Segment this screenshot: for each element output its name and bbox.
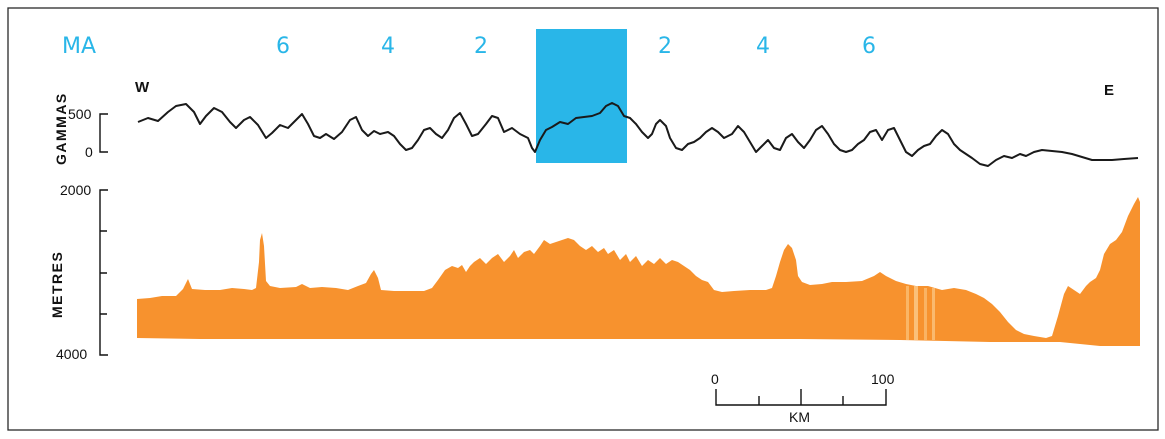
bathymetry-streak <box>924 288 927 340</box>
ma-tick-left-2: 2 <box>474 34 488 59</box>
gammas-tick-500: 500 <box>68 106 92 122</box>
central-anomaly-band <box>536 29 627 163</box>
magnetic-anomaly-profile <box>137 102 1139 167</box>
gammas-axis-line <box>99 113 108 153</box>
bathymetry-streak <box>906 286 909 340</box>
east-label: E <box>1104 82 1114 99</box>
figure-frame <box>7 7 1159 431</box>
scale-bar-unit-label: KM <box>789 409 810 425</box>
metres-axis-title: METRES <box>49 251 65 318</box>
ma-tick-left-6: 6 <box>276 34 290 59</box>
west-label: W <box>135 79 150 96</box>
ma-tick-right-6: 6 <box>862 34 876 59</box>
bathymetry-profile <box>137 197 1140 346</box>
metres-tick-4000: 4000 <box>56 346 87 362</box>
scale-bar-start-label: 0 <box>711 371 719 387</box>
ma-tick-left-4: 4 <box>381 34 395 59</box>
gammas-axis-title: GAMMAS <box>53 92 69 165</box>
ma-tick-right-4: 4 <box>756 34 770 59</box>
gammas-tick-0: 0 <box>85 144 93 160</box>
scale-bar-end-label: 100 <box>871 371 895 387</box>
ma-label: MA <box>62 34 96 59</box>
ma-tick-right-2: 2 <box>658 34 672 59</box>
metres-axis-line <box>99 189 108 356</box>
metres-tick-2000: 2000 <box>60 182 91 198</box>
bathymetry-streak <box>932 288 935 340</box>
scale-bar <box>715 389 887 406</box>
bathymetry-streak <box>914 286 918 340</box>
